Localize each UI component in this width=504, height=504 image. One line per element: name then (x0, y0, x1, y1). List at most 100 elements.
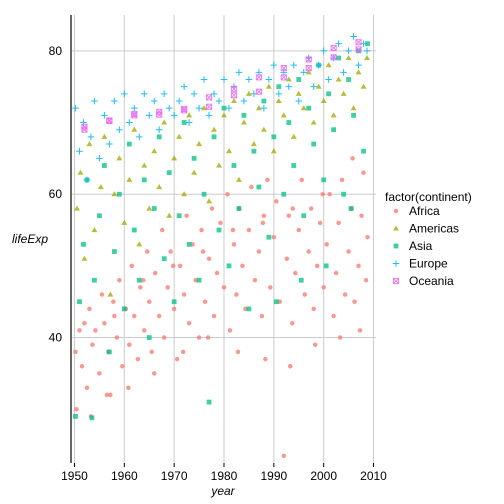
data-point (81, 255, 88, 261)
data-point (260, 220, 266, 226)
data-point (235, 349, 241, 355)
data-point (315, 83, 322, 89)
data-point (141, 277, 146, 283)
data-point (235, 69, 243, 76)
data-point (170, 263, 176, 269)
data-point (168, 249, 173, 254)
data-point (151, 206, 157, 211)
data-point (346, 77, 351, 82)
data-point (255, 88, 262, 95)
data-point (348, 206, 354, 211)
data-point (205, 94, 213, 101)
data-point (200, 76, 208, 83)
data-point (345, 47, 352, 55)
data-point (145, 249, 150, 254)
data-point (333, 270, 339, 276)
data-point (93, 328, 98, 333)
data-point (290, 206, 296, 211)
data-point (240, 119, 247, 125)
data-point (107, 291, 114, 297)
data-point (145, 112, 153, 119)
data-point (342, 292, 348, 297)
data-point (170, 112, 178, 119)
legend-title: factor(continent) (385, 190, 472, 204)
data-point (195, 104, 203, 112)
data-point (290, 61, 298, 69)
data-point (286, 120, 292, 125)
y-axis-title: lifeExp (12, 232, 48, 246)
data-point (160, 90, 168, 98)
data-point (121, 306, 127, 312)
data-point (90, 342, 95, 347)
data-point (215, 97, 223, 105)
data-point (360, 83, 367, 89)
data-point (327, 191, 332, 197)
data-point (181, 191, 188, 197)
data-point (92, 277, 97, 283)
data-point (156, 313, 162, 319)
data-point (81, 123, 88, 130)
data-point (364, 54, 371, 61)
data-point (221, 112, 227, 118)
data-point (335, 76, 342, 82)
data-point (321, 285, 326, 290)
data-point (206, 256, 212, 261)
data-point (176, 213, 182, 219)
data-point (336, 220, 341, 226)
data-point (230, 85, 238, 92)
data-point (350, 105, 357, 111)
data-point (97, 371, 102, 376)
data-point (136, 277, 142, 283)
data-point (330, 44, 337, 52)
data-point (205, 103, 213, 110)
data-point (218, 220, 223, 226)
series-asia (73, 41, 370, 421)
data-point (296, 77, 302, 82)
data-point (331, 313, 336, 319)
data-point (180, 349, 186, 355)
data-point (101, 133, 108, 139)
data-point (355, 61, 362, 69)
data-point (196, 335, 202, 340)
data-point (259, 313, 265, 319)
data-point (235, 176, 242, 182)
data-point (225, 104, 233, 112)
data-points (72, 33, 371, 459)
data-point (135, 356, 141, 362)
data-point (166, 170, 172, 176)
legend-label: Africa (409, 204, 440, 218)
data-point (276, 84, 282, 90)
data-point (263, 356, 268, 362)
data-point (359, 213, 364, 218)
data-point (131, 227, 137, 233)
data-point (230, 92, 238, 99)
data-point (106, 349, 112, 355)
data-point (325, 62, 332, 68)
data-point (146, 299, 152, 304)
data-point (171, 306, 177, 312)
data-point (161, 119, 168, 125)
data-point (231, 242, 237, 247)
data-point (331, 127, 337, 133)
data-point (268, 285, 273, 290)
legend-label: Asia (409, 239, 433, 253)
data-point (306, 105, 312, 111)
data-point (202, 299, 208, 304)
data-point (295, 90, 302, 96)
data-point (300, 105, 307, 111)
data-point (310, 83, 318, 90)
y-axis-ticks: 40 60 80 (49, 44, 63, 345)
data-point (216, 162, 223, 168)
data-point (256, 184, 262, 190)
legend: factor(continent) Africa Americas Asia Euro… (385, 190, 472, 288)
legend-label: Europe (409, 257, 448, 271)
data-point (111, 97, 118, 105)
data-point (315, 61, 322, 69)
data-point (79, 363, 85, 369)
data-point (280, 64, 287, 72)
data-point (83, 176, 91, 184)
data-point (270, 61, 278, 69)
data-point (241, 112, 247, 118)
data-point (321, 177, 327, 183)
data-point (290, 320, 295, 326)
